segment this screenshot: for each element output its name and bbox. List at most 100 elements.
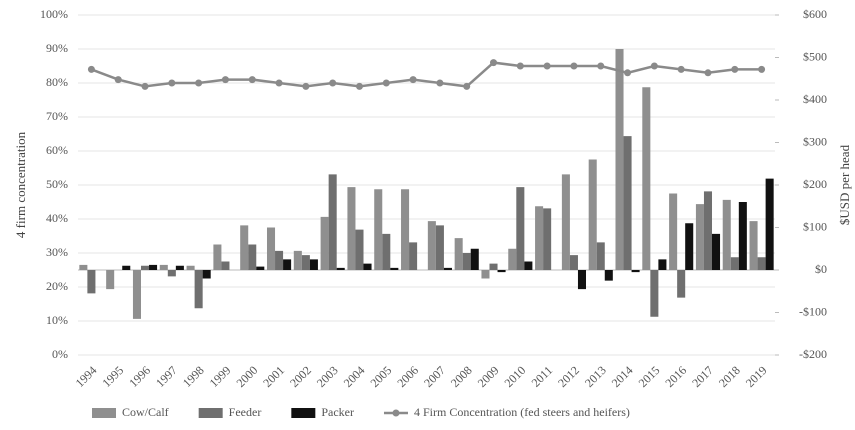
y2-tick-label: $300 [803,134,827,148]
bar [221,261,230,270]
y-tick-label: 0% [52,347,68,361]
bar [248,244,257,270]
y-tick-label: 80% [46,75,68,89]
x-tick-label: 2015 [636,363,663,390]
legend-symbol [92,408,116,418]
bar [569,255,578,270]
line-point [624,69,632,77]
line-point [221,76,229,84]
x-tick-label: 2014 [609,363,636,390]
bar [524,261,533,270]
bar [382,233,391,270]
bar [703,191,713,270]
bar [669,193,678,270]
line-point [570,62,578,70]
line-point [436,79,444,87]
bar [202,270,211,279]
bar [765,178,774,270]
line-point [275,79,283,87]
bar [535,206,544,270]
x-tick-label: 2013 [582,363,609,390]
bar [159,264,168,270]
y2-tick-label: $500 [803,49,827,63]
legend-symbol [392,409,400,417]
x-tick-label: 2010 [502,363,529,390]
bar [615,49,624,270]
x-tick-label: 2001 [260,363,287,390]
bar [106,270,115,290]
line-point [758,65,766,73]
x-tick-label: 2018 [716,363,743,390]
y2-tick-label: $100 [803,219,827,233]
legend-symbol [291,408,316,418]
bar [650,270,659,317]
bar [240,225,249,270]
bar [577,270,587,290]
bar [749,221,758,270]
bar [140,265,150,270]
bar [722,199,731,270]
line-point [463,82,471,90]
bar [409,242,418,270]
line [90,61,762,88]
bar [194,270,203,309]
bar [293,250,302,270]
y-tick-label: 50% [46,177,68,191]
bar [588,159,597,270]
bar [543,208,552,270]
line-point [516,62,524,70]
bar [561,174,570,270]
x-tick-label: 2004 [341,363,368,390]
line-point [704,69,712,77]
x-tick-label: 2016 [662,363,689,390]
y2-tick-label: -$200 [799,347,827,361]
y2-axis-title: $USD per head [837,144,852,225]
bar [167,270,176,277]
bar [712,233,721,270]
bar [336,267,345,270]
bar [685,223,694,270]
line-point [141,82,149,90]
y2-tick-label: $600 [803,7,827,21]
y-tick-label: 20% [46,279,68,293]
bar [122,265,131,270]
line-point [168,79,176,87]
bar [497,270,506,273]
bar [175,265,184,270]
y-tick-label: 40% [46,211,68,225]
y-tick-label: 70% [46,109,68,123]
bar [489,263,498,270]
bar [443,267,452,270]
bar [149,264,158,270]
x-tick-label: 2019 [743,363,770,390]
y-tick-label: 60% [46,143,68,157]
line-point [731,65,739,73]
x-tick-label: 1997 [153,363,180,390]
bar [642,87,651,270]
line-point [248,76,256,84]
legend-label: Packer [321,405,354,419]
x-tick-label: 2005 [367,363,394,390]
bar [275,250,284,270]
x-tick-label: 2002 [287,363,314,390]
line-point [650,62,658,70]
y-tick-label: 100% [40,7,68,21]
y-axis-title: 4 firm concentration [13,131,28,238]
y-tick-label: 90% [46,41,68,55]
bar [454,238,463,270]
bar [757,257,766,270]
bar [132,270,141,319]
bar [435,225,444,270]
bar [328,174,337,270]
x-tick-label: 2003 [314,363,341,390]
bar [87,270,96,294]
x-tick-label: 2000 [233,363,260,390]
x-tick-label: 2017 [689,363,716,390]
line-point [87,65,95,73]
line-point [382,79,390,87]
line-point [114,76,122,84]
legend-label: 4 Firm Concentration (fed steers and hei… [414,405,630,419]
bar [481,270,490,279]
line-point [195,79,203,87]
legend-label: Feeder [229,405,262,419]
